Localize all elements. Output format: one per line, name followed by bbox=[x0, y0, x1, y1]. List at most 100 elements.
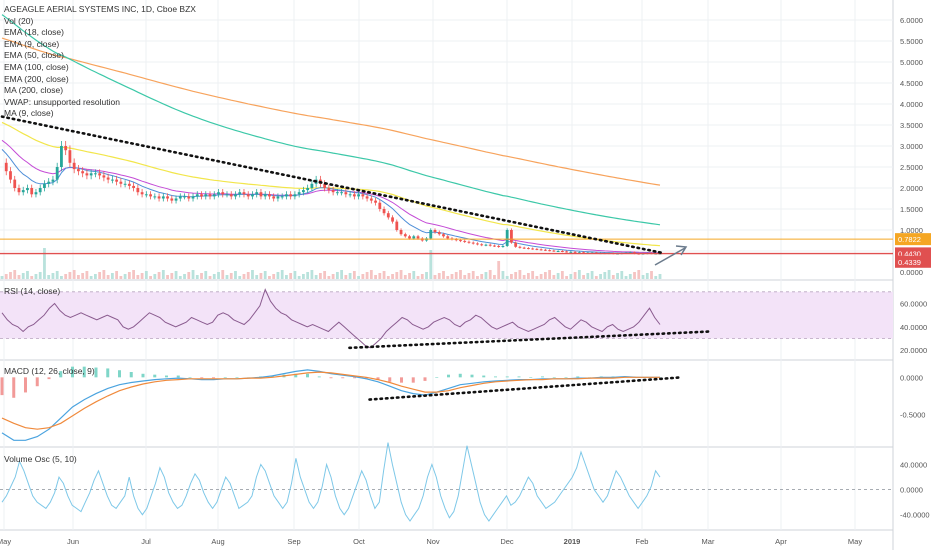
macd-line bbox=[1, 369, 660, 441]
candle-body bbox=[344, 192, 348, 195]
macd-histogram-bar bbox=[435, 377, 439, 378]
ema100-line bbox=[1, 14, 661, 226]
volume-bar bbox=[510, 274, 513, 279]
candle-body bbox=[13, 179, 17, 188]
volume-bar bbox=[297, 276, 301, 279]
volume-bar bbox=[119, 276, 123, 279]
volume-bar bbox=[21, 273, 25, 279]
legend-ema100[interactable]: EMA (100, close) bbox=[4, 61, 69, 72]
volume-bar bbox=[437, 273, 441, 279]
volume-bar bbox=[391, 274, 394, 279]
volume-bar bbox=[212, 274, 216, 279]
volume-bar bbox=[302, 274, 305, 279]
macd-histogram-bar bbox=[165, 375, 168, 378]
rsi-pane[interactable] bbox=[0, 288, 893, 350]
volume-bar bbox=[285, 275, 288, 279]
candle-body bbox=[229, 194, 233, 197]
candle-body bbox=[259, 192, 263, 197]
volume-bar bbox=[293, 271, 297, 279]
candle-body bbox=[323, 183, 327, 188]
macd-histogram-bar bbox=[505, 376, 509, 378]
candle-body bbox=[310, 183, 314, 188]
legend-ema18[interactable]: EMA (18, close) bbox=[4, 27, 64, 38]
candle-body bbox=[522, 247, 526, 249]
macd-histogram-bar bbox=[376, 377, 380, 380]
legend-ma200[interactable]: MA (200, close) bbox=[4, 85, 64, 96]
volume-bar bbox=[276, 272, 280, 279]
price-badge-text-2: 0.4339 bbox=[898, 258, 921, 267]
volume-bar bbox=[217, 272, 220, 279]
macd-pane[interactable] bbox=[0, 366, 684, 441]
candle-body bbox=[476, 243, 479, 245]
volume-bar bbox=[51, 273, 55, 279]
volume-bar bbox=[204, 271, 208, 279]
candle-body bbox=[106, 177, 110, 180]
volume-bar bbox=[318, 273, 322, 279]
volume-bar bbox=[178, 276, 182, 279]
price-tick-label: 3.0000 bbox=[900, 142, 923, 151]
candle-body bbox=[543, 249, 547, 251]
macd-histogram-bar bbox=[576, 376, 580, 378]
volume-bar bbox=[60, 276, 63, 279]
volume-bar bbox=[344, 275, 348, 279]
volume-bar bbox=[242, 274, 246, 279]
rsi-tick-label: 60.0000 bbox=[900, 300, 927, 309]
rsi-tick-label: 20.0000 bbox=[900, 346, 927, 355]
legend-ema200[interactable]: EMA (200, close) bbox=[4, 73, 69, 84]
volume-bar bbox=[611, 275, 615, 279]
candle-body bbox=[348, 194, 352, 196]
legend-vwap[interactable]: VWAP: unsupported resolution bbox=[4, 96, 120, 107]
volume-bar bbox=[229, 273, 233, 279]
candle-body bbox=[170, 198, 174, 201]
legend-vol[interactable]: Vol (20) bbox=[4, 15, 34, 26]
macd-label[interactable]: MACD (12, 26, close, 9) bbox=[4, 366, 95, 376]
macd-histogram-bar bbox=[176, 375, 180, 378]
legend-ma9[interactable]: MA (9, close) bbox=[4, 108, 54, 119]
volume-bar bbox=[560, 271, 564, 279]
candle-body bbox=[361, 194, 365, 197]
candle-body bbox=[510, 230, 513, 243]
volume-bar bbox=[484, 272, 488, 279]
volume-bar bbox=[123, 274, 127, 279]
volume-bar bbox=[382, 271, 386, 279]
volume-osc-label[interactable]: Volume Osc (5, 10) bbox=[4, 454, 77, 464]
projection-arrow bbox=[654, 247, 686, 266]
macd-histogram-bar bbox=[411, 377, 415, 383]
legend-ema50[interactable]: EMA (50, close) bbox=[4, 50, 64, 61]
candle-body bbox=[403, 234, 407, 237]
volume-bar bbox=[110, 273, 114, 279]
rsi-label[interactable]: RSI (14, close) bbox=[4, 286, 61, 296]
x-tick-label: Sep bbox=[287, 537, 300, 546]
volume-bar bbox=[327, 276, 331, 279]
candle-body bbox=[357, 194, 360, 197]
volume-bar bbox=[43, 248, 46, 279]
candle-body bbox=[38, 188, 42, 193]
legend-ema9[interactable]: EMA (9, close) bbox=[4, 38, 60, 49]
volume-bar bbox=[590, 271, 594, 279]
volume-bar bbox=[166, 275, 169, 279]
candle-body bbox=[302, 190, 305, 193]
volume-bar bbox=[641, 275, 645, 279]
candle-body bbox=[89, 173, 93, 176]
time-axis[interactable]: May Jun Jul Aug Sep Oct Nov Dec 2019 Feb Mar Apr May bbox=[0, 537, 862, 546]
volume-bar bbox=[386, 276, 390, 279]
volume-bar bbox=[543, 272, 547, 279]
volume-bar bbox=[251, 270, 254, 279]
volume-bar bbox=[81, 273, 85, 279]
ema200-line bbox=[1, 37, 661, 186]
x-tick-label: Jun bbox=[67, 537, 79, 546]
price-pane[interactable] bbox=[0, 14, 893, 279]
macd-histogram-bar bbox=[59, 371, 63, 378]
volume-osc-pane[interactable] bbox=[0, 442, 893, 522]
macd-histogram-bar bbox=[564, 377, 568, 378]
volume-bar bbox=[340, 270, 344, 279]
candle-body bbox=[55, 167, 59, 180]
price-trendline bbox=[0, 115, 665, 255]
candle-body bbox=[212, 194, 216, 197]
volume-bar bbox=[459, 270, 462, 279]
candle-body bbox=[527, 248, 530, 250]
price-axis[interactable]: 6.0000 5.5000 5.0000 4.5000 4.0000 3.5000 3.00… bbox=[895, 16, 931, 520]
candle-body bbox=[463, 240, 467, 242]
candle-body bbox=[47, 181, 51, 184]
candle-body bbox=[191, 196, 195, 199]
